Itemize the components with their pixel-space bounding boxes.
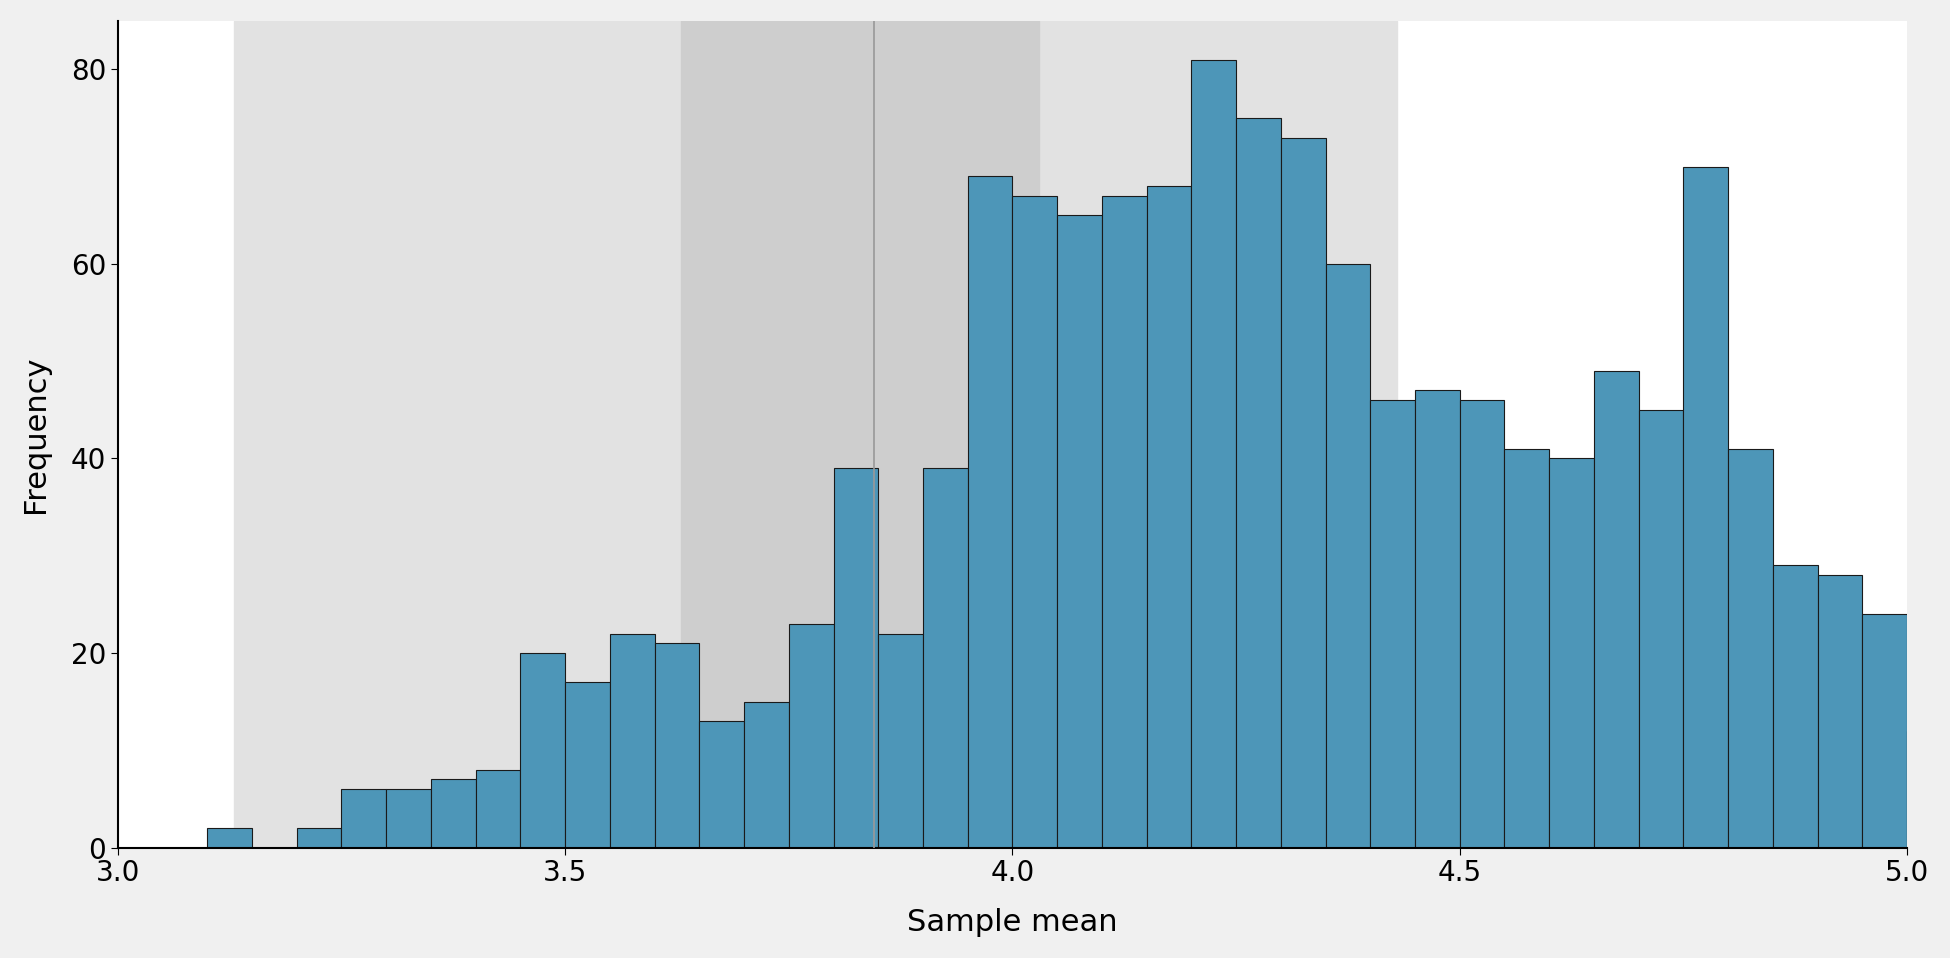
Bar xyxy=(745,701,790,848)
Bar xyxy=(1147,186,1191,848)
Bar xyxy=(1505,448,1548,848)
Bar xyxy=(1638,410,1683,848)
Bar xyxy=(296,828,341,848)
Bar xyxy=(1102,195,1147,848)
Bar xyxy=(476,769,521,848)
Bar xyxy=(1862,614,1907,848)
Bar xyxy=(1593,371,1638,848)
Bar xyxy=(1461,400,1505,848)
Bar xyxy=(1371,400,1416,848)
Bar xyxy=(566,682,610,848)
Bar xyxy=(922,468,967,848)
Bar xyxy=(1012,195,1057,848)
Bar xyxy=(1281,138,1326,848)
Bar xyxy=(967,176,1012,848)
Bar xyxy=(234,21,1396,848)
Bar xyxy=(1326,264,1371,848)
Bar xyxy=(1191,59,1236,848)
Bar xyxy=(681,21,1039,848)
Bar xyxy=(1907,731,1950,848)
Bar xyxy=(1236,118,1281,848)
Bar xyxy=(1683,167,1728,848)
Bar xyxy=(700,721,745,848)
Bar xyxy=(610,633,655,848)
Bar xyxy=(833,468,878,848)
Bar xyxy=(1817,575,1862,848)
Bar xyxy=(1057,216,1102,848)
Bar xyxy=(207,828,252,848)
X-axis label: Sample mean: Sample mean xyxy=(907,908,1117,937)
Bar xyxy=(1416,391,1461,848)
Bar xyxy=(1548,459,1593,848)
Bar xyxy=(1728,448,1773,848)
Bar xyxy=(341,789,386,848)
Bar xyxy=(386,789,431,848)
Bar xyxy=(431,780,476,848)
Bar xyxy=(655,643,700,848)
Y-axis label: Frequency: Frequency xyxy=(21,355,51,513)
Bar xyxy=(790,624,833,848)
Bar xyxy=(1773,565,1817,848)
Bar xyxy=(878,633,922,848)
Bar xyxy=(521,653,565,848)
